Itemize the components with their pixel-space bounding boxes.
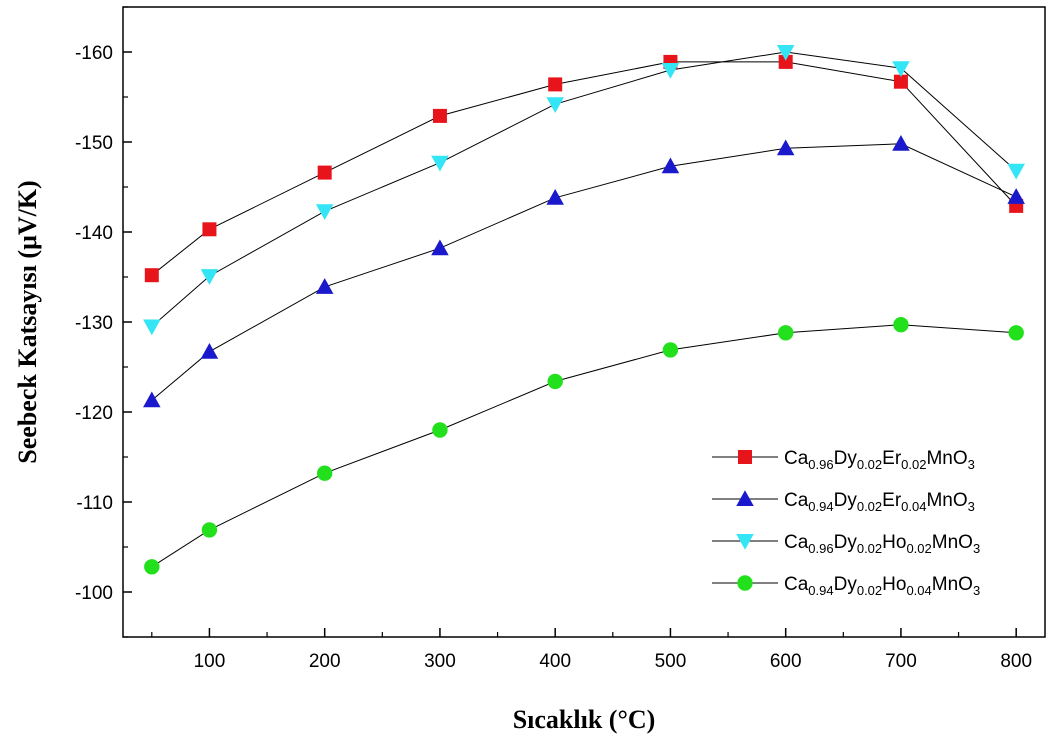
legend-label: Ca0.94Dy0.02Er0.04MnO3 (784, 490, 975, 514)
data-point (315, 278, 334, 294)
legend-label: Ca0.96Dy0.02Ho0.02MnO3 (784, 532, 980, 556)
x-tick-label: 600 (770, 651, 802, 672)
data-point (200, 342, 219, 359)
data-point (778, 54, 793, 69)
data-point (317, 165, 332, 180)
y-axis-title: Seebeck Katsayısı (μV/K) (13, 180, 42, 463)
data-point (432, 108, 447, 123)
legend-marker (737, 575, 753, 591)
data-point (661, 157, 680, 174)
data-point (547, 373, 563, 390)
data-point (661, 63, 680, 79)
legend: Ca0.96Dy0.02Er0.02MnO3 Ca0.94Dy0.02Er0.04… (712, 448, 980, 598)
x-axis-ticks: 100 200 300 400 500 600 700 800 (151, 628, 1032, 672)
data-point (662, 342, 679, 358)
data-point (202, 222, 217, 237)
x-tick-label: 200 (309, 651, 341, 672)
x-tick-label: 800 (1000, 651, 1032, 672)
y-tick-label: -160 (75, 43, 113, 64)
data-point (546, 97, 564, 113)
legend-label: Ca0.94Dy0.02Ho0.04MnO3 (784, 574, 980, 598)
data-point (1008, 325, 1024, 341)
x-tick-label: 300 (424, 651, 456, 672)
data-point (143, 319, 161, 336)
data-point (432, 422, 448, 438)
data-point (892, 135, 910, 151)
y-tick-label: -120 (75, 403, 113, 424)
data-point (893, 74, 908, 89)
y-tick-label: -140 (75, 223, 113, 244)
x-tick-label: 500 (655, 651, 687, 672)
series-line (151, 143, 1017, 401)
x-tick-label: 700 (885, 651, 917, 672)
data-point (316, 465, 333, 481)
y-tick-label: -100 (75, 583, 113, 604)
y-axis-ticks: -100 -110 -120 -130 -140 -150 -160 (75, 6, 132, 638)
data-point (1007, 188, 1025, 204)
data-point (144, 268, 159, 283)
data-point (201, 522, 218, 538)
data-point (315, 204, 334, 221)
y-tick-label: -130 (75, 313, 113, 334)
data-point (1007, 163, 1025, 180)
data-point (546, 189, 564, 205)
data-point (200, 269, 219, 285)
y-tick-label: -110 (76, 493, 113, 514)
data-point (776, 45, 795, 61)
x-tick-label: 400 (539, 651, 571, 672)
data-point (143, 391, 161, 408)
series-layer (143, 45, 1025, 575)
data-point (431, 155, 449, 172)
legend-marker (738, 450, 752, 464)
y-tick-label: -150 (75, 133, 113, 154)
x-tick-label: 100 (194, 651, 226, 672)
series-line (151, 324, 1017, 568)
legend-marker (736, 534, 754, 550)
data-point (892, 61, 910, 77)
series-line (151, 61, 1017, 276)
data-point (777, 325, 794, 341)
legend-marker (736, 490, 754, 506)
legend-label: Ca0.96Dy0.02Er0.02MnO3 (784, 448, 975, 472)
data-point (144, 559, 160, 575)
data-point (776, 139, 795, 156)
data-point (431, 239, 449, 256)
data-point (548, 77, 563, 92)
series-line (151, 51, 1017, 327)
x-axis-title: Sıcaklık (°C) (513, 705, 656, 734)
data-point (893, 317, 909, 333)
